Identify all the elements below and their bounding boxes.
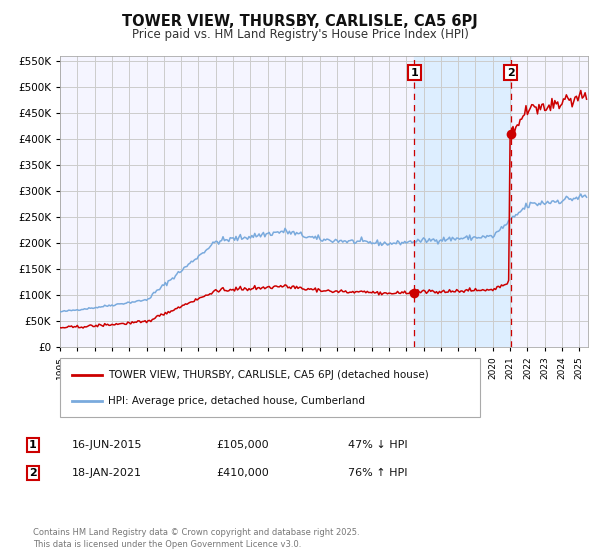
Text: 2: 2 xyxy=(29,468,37,478)
Text: 16-JUN-2015: 16-JUN-2015 xyxy=(72,440,143,450)
Text: HPI: Average price, detached house, Cumberland: HPI: Average price, detached house, Cumb… xyxy=(108,396,365,406)
Text: 1: 1 xyxy=(29,440,37,450)
Text: 76% ↑ HPI: 76% ↑ HPI xyxy=(348,468,407,478)
Text: 18-JAN-2021: 18-JAN-2021 xyxy=(72,468,142,478)
Text: TOWER VIEW, THURSBY, CARLISLE, CA5 6PJ: TOWER VIEW, THURSBY, CARLISLE, CA5 6PJ xyxy=(122,14,478,29)
Text: 1: 1 xyxy=(410,68,418,78)
Text: TOWER VIEW, THURSBY, CARLISLE, CA5 6PJ (detached house): TOWER VIEW, THURSBY, CARLISLE, CA5 6PJ (… xyxy=(108,370,429,380)
Text: Price paid vs. HM Land Registry's House Price Index (HPI): Price paid vs. HM Land Registry's House … xyxy=(131,28,469,41)
Text: Contains HM Land Registry data © Crown copyright and database right 2025.
This d: Contains HM Land Registry data © Crown c… xyxy=(33,528,359,549)
Text: £410,000: £410,000 xyxy=(216,468,269,478)
Text: 47% ↓ HPI: 47% ↓ HPI xyxy=(348,440,407,450)
Bar xyxy=(414,56,511,347)
Text: 2: 2 xyxy=(507,68,515,78)
Text: £105,000: £105,000 xyxy=(216,440,269,450)
